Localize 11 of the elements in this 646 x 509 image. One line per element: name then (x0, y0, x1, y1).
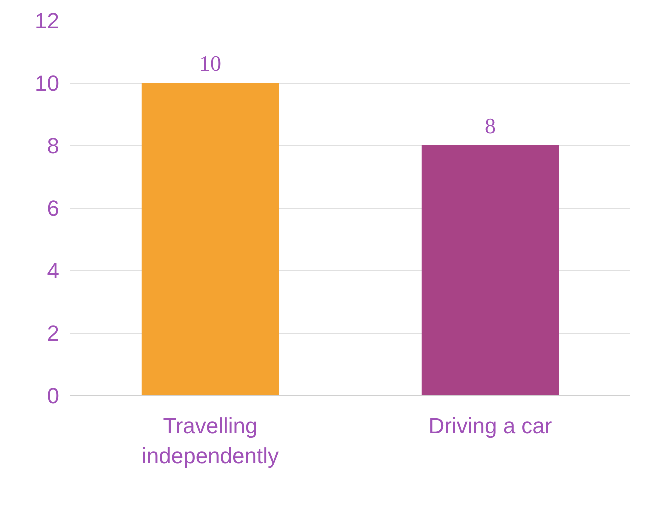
y-tick-label: 2 (47, 321, 60, 346)
data-label: 10 (200, 51, 222, 76)
y-tick-label: 8 (47, 134, 60, 158)
y-tick-label: 12 (35, 8, 60, 34)
x-tick-label: Driving a car (428, 414, 552, 438)
y-tick-label: 0 (47, 384, 60, 408)
y-tick-label: 6 (47, 196, 60, 221)
x-tick-label: Travelling independently (142, 414, 280, 468)
data-label: 8 (485, 114, 496, 138)
y-tick-label: 10 (35, 71, 60, 96)
y-tick-label: 4 (47, 258, 60, 284)
